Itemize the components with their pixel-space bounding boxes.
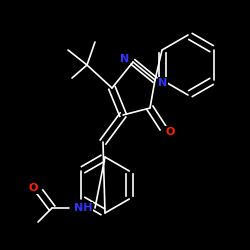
Text: O: O xyxy=(28,183,38,193)
Text: N: N xyxy=(158,78,168,88)
Text: N: N xyxy=(120,54,130,64)
Text: NH: NH xyxy=(74,203,92,213)
Text: O: O xyxy=(165,127,175,137)
